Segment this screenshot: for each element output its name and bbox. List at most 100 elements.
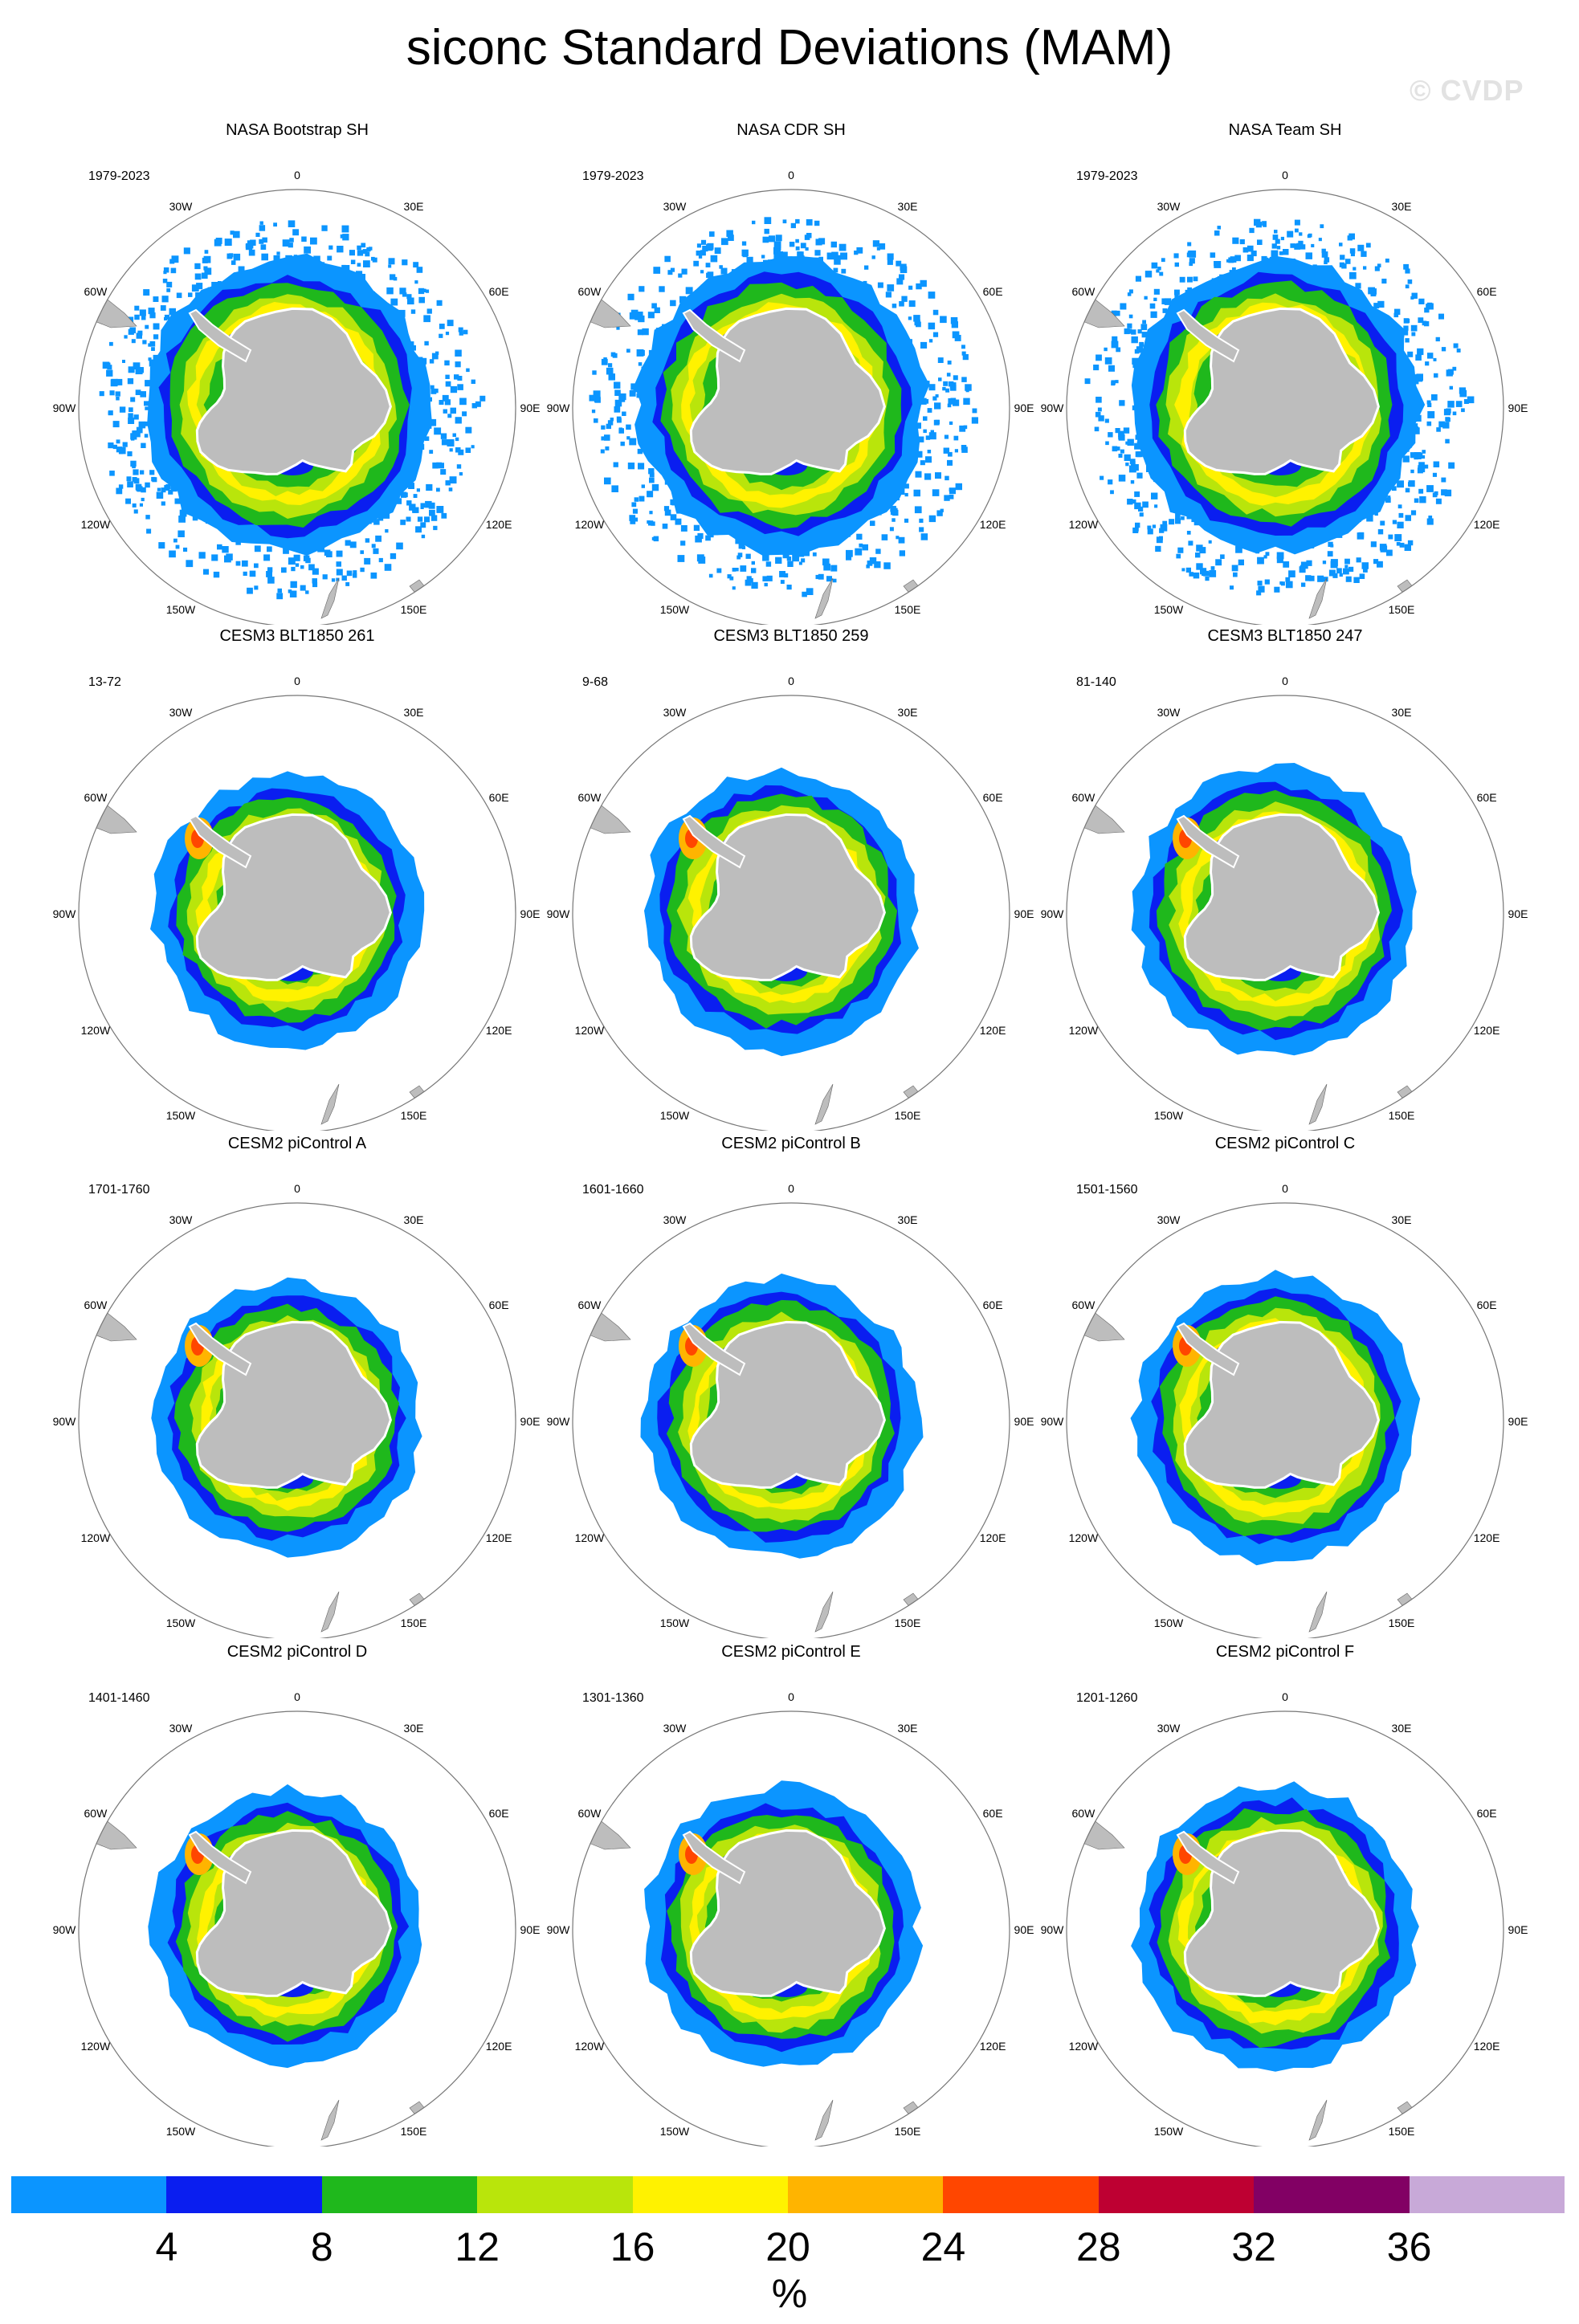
sea-ice-pixel	[254, 545, 261, 552]
sea-ice-pixel	[308, 564, 315, 571]
sea-ice-pixel	[814, 250, 821, 256]
sea-ice-pixel	[971, 417, 978, 424]
longitude-label: 60W	[578, 791, 602, 804]
sea-ice-pixel	[400, 491, 407, 498]
longitude-label: 150W	[660, 1109, 690, 1122]
sea-ice-pixel	[1424, 464, 1429, 469]
map-panel: CESM2 piControl C 1501-1560 0 30E 60E 90E 120E…	[1040, 1134, 1530, 1638]
longitude-label: 0	[1282, 675, 1288, 687]
sea-ice-pixel	[1396, 541, 1401, 546]
new-zealand-land	[814, 1591, 834, 1633]
sea-ice-pixel	[412, 508, 418, 513]
sea-ice-pixel	[953, 435, 959, 441]
sea-ice-pixel	[732, 586, 736, 590]
sea-ice-pixel	[1142, 320, 1146, 324]
sea-ice-pixel	[677, 555, 685, 562]
sea-ice-pixel	[1407, 351, 1414, 357]
panel-title: CESM2 piControl A	[227, 1135, 367, 1152]
sea-ice-pixel	[1214, 230, 1220, 236]
sea-ice-pixel	[139, 503, 143, 507]
sea-ice-pixel	[928, 432, 936, 440]
sea-ice-pixel	[698, 255, 703, 259]
sea-ice-pixel	[780, 580, 785, 584]
new-zealand-land	[320, 1083, 340, 1125]
sea-ice-pixel	[1348, 233, 1355, 240]
sea-ice-pixel	[918, 436, 924, 442]
sea-ice-pixel	[289, 590, 297, 597]
sea-ice-pixel	[920, 341, 928, 349]
sea-ice-pixel	[249, 570, 256, 577]
sea-ice-pixel	[132, 503, 137, 508]
sea-ice-pixel	[161, 296, 169, 303]
colorbar-box	[1098, 2176, 1255, 2213]
sea-ice-pixel	[128, 418, 135, 424]
polar-stereographic-map: 030E60E90E120E150E180150W120W90W60W30W	[1041, 1690, 1528, 2147]
sea-ice-pixel	[608, 373, 613, 378]
sea-ice-pixel	[447, 320, 454, 327]
sea-ice-pixel	[1404, 544, 1411, 551]
longitude-label: 60E	[983, 1807, 1003, 1820]
sea-ice-pixel	[729, 576, 734, 581]
sea-ice-pixel	[1433, 357, 1437, 361]
panel-period: 1601-1660	[582, 1183, 644, 1197]
sea-ice-pixel	[1210, 252, 1216, 258]
sea-ice-pixel	[1276, 552, 1284, 560]
sea-ice-pixel	[1111, 340, 1119, 349]
sea-ice-pixel	[1363, 568, 1368, 573]
sea-ice-pixel	[928, 292, 936, 299]
sea-ice-pixel	[920, 279, 927, 287]
sea-ice-pixel	[1294, 219, 1300, 226]
sea-ice-pixel	[1161, 258, 1165, 263]
sea-ice-pixel	[1330, 561, 1338, 569]
sea-ice-pixel	[328, 245, 333, 250]
sea-ice-pixel	[1416, 373, 1423, 381]
sea-ice-pixel	[947, 361, 952, 365]
sea-ice-pixel	[1135, 522, 1140, 528]
sea-ice-pixel	[875, 548, 881, 554]
sea-ice-pixel	[1385, 259, 1389, 263]
sea-ice-pixel	[647, 492, 653, 498]
map-boundary	[78, 189, 516, 625]
map-boundary	[1066, 1710, 1504, 2147]
sea-ice-pixel	[126, 476, 132, 482]
sea-ice-pixel	[600, 449, 605, 454]
sea-ice-pixel	[288, 589, 292, 593]
sea-ice-pixel	[840, 252, 847, 260]
sea-ice-pixel	[1118, 475, 1126, 482]
map-boundary	[78, 1202, 516, 1638]
sea-ice-pixel	[1134, 491, 1140, 497]
longitude-label: 120W	[575, 518, 605, 531]
longitude-label: 0	[294, 169, 300, 181]
sea-ice-pixel	[450, 385, 458, 393]
sea-ice-pixel	[396, 542, 403, 550]
sea-ice-pixel	[874, 561, 881, 569]
sea-ice-pixel	[1095, 411, 1101, 418]
sea-ice-pixel	[1328, 569, 1336, 577]
sea-ice-pixel	[463, 329, 468, 335]
sea-ice-pixel	[1128, 314, 1133, 319]
sea-ice-pixel	[259, 225, 266, 231]
sea-ice-pixel	[927, 408, 932, 413]
panel-period: 1201-1260	[1076, 1691, 1138, 1705]
sea-ice-pixel	[273, 255, 280, 262]
sea-ice-pixel	[112, 421, 120, 428]
sea-ice-pixel	[601, 358, 608, 365]
sea-ice-pixel	[838, 243, 847, 251]
longitude-label: 120W	[81, 2040, 111, 2053]
colorbar-box	[321, 2176, 478, 2213]
sea-ice-pixel	[1118, 434, 1125, 441]
sea-ice-pixel	[141, 316, 146, 320]
sea-ice-pixel	[935, 472, 941, 479]
longitude-label: 30E	[898, 706, 918, 719]
sea-ice-pixel	[1157, 267, 1161, 271]
sea-ice-pixel	[1407, 540, 1414, 546]
sea-ice-pixel	[611, 485, 618, 492]
sea-ice-pixel	[647, 312, 655, 319]
longitude-label: 60E	[983, 791, 1003, 804]
map-panel: CESM3 BLT1850 261 13-72 0 30E 60E 90E 120E 150E…	[52, 626, 542, 1131]
sea-ice-pixel	[942, 386, 946, 391]
sea-ice-pixel	[961, 445, 967, 451]
sea-ice-pixel	[213, 571, 220, 578]
sea-ice-pixel	[1238, 559, 1244, 565]
longitude-label: 30W	[169, 706, 194, 719]
